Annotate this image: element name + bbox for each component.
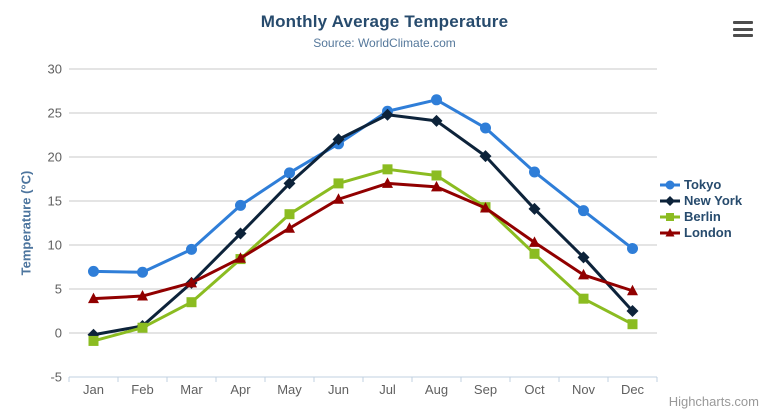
data-point[interactable]	[431, 170, 442, 181]
x-tick-label: Dec	[621, 382, 645, 397]
data-point[interactable]	[284, 222, 295, 233]
data-point[interactable]	[529, 236, 540, 247]
circle-legend-marker-icon	[660, 180, 680, 190]
x-tick-label: Jan	[83, 382, 104, 397]
y-tick-label: 20	[48, 150, 62, 165]
diamond-legend-marker-icon	[660, 196, 680, 206]
data-point[interactable]	[529, 166, 540, 178]
data-point[interactable]	[382, 164, 393, 175]
data-point[interactable]	[88, 335, 99, 346]
data-point[interactable]	[235, 199, 246, 211]
legend-item-berlin[interactable]: Berlin	[660, 209, 742, 225]
data-point[interactable]	[186, 276, 197, 288]
data-point[interactable]	[333, 178, 344, 189]
y-axis-title: Temperature (°C)	[18, 170, 34, 276]
data-point[interactable]	[626, 305, 639, 317]
data-point[interactable]	[577, 251, 590, 264]
series-line	[92, 181, 634, 301]
x-tick-label: Aug	[425, 382, 448, 397]
data-point[interactable]	[88, 265, 99, 277]
data-point[interactable]	[627, 284, 638, 296]
data-point[interactable]	[480, 202, 491, 213]
data-point[interactable]	[186, 297, 197, 308]
x-tick-label: Feb	[131, 382, 153, 397]
chart-subtitle: Source: WorldClimate.com	[313, 36, 456, 50]
x-tick-label: Apr	[230, 382, 251, 397]
square-legend-marker-icon	[660, 213, 680, 221]
data-point	[665, 196, 675, 206]
data-point[interactable]	[431, 180, 442, 192]
x-tick-label: Sep	[474, 382, 497, 397]
data-point[interactable]	[578, 293, 589, 304]
chart-title: Monthly Average Temperature	[260, 12, 509, 31]
data-point[interactable]	[430, 114, 443, 127]
data-point[interactable]	[284, 209, 295, 220]
data-point[interactable]	[578, 205, 589, 217]
data-point[interactable]	[234, 227, 247, 240]
legend-item-london[interactable]: London	[660, 225, 742, 241]
series-london	[88, 177, 638, 304]
data-point[interactable]	[627, 243, 638, 255]
triangle-legend-marker-icon	[660, 228, 680, 237]
data-point[interactable]	[480, 122, 491, 134]
data-point[interactable]	[137, 266, 148, 278]
y-tick-label: 0	[55, 326, 62, 341]
y-tick-label: 10	[48, 238, 62, 253]
series-line	[92, 113, 634, 337]
y-tick-label: 25	[48, 106, 62, 121]
data-point[interactable]	[578, 268, 589, 280]
y-tick-label: 15	[48, 194, 62, 209]
legend-label: New York	[684, 193, 743, 208]
y-tick-label: -5	[50, 370, 62, 385]
data-point[interactable]	[186, 243, 197, 255]
data-point	[666, 213, 674, 221]
data-point	[665, 180, 675, 190]
x-tick-label: Jun	[328, 382, 349, 397]
data-point	[665, 228, 675, 237]
series-line	[92, 167, 634, 343]
legend-label: Berlin	[684, 209, 721, 224]
series-new-york	[87, 108, 639, 341]
data-point[interactable]	[627, 319, 638, 330]
legend: Tokyo New York Berlin London	[660, 177, 742, 241]
data-point[interactable]	[283, 177, 296, 190]
x-tick-label: Mar	[180, 382, 203, 397]
data-point[interactable]	[88, 292, 99, 304]
legend-item-tokyo[interactable]: Tokyo	[660, 177, 742, 193]
data-point[interactable]	[284, 167, 295, 179]
data-point[interactable]	[431, 94, 442, 106]
data-point[interactable]	[382, 177, 393, 188]
x-tick-label: Nov	[572, 382, 596, 397]
x-tick-label: May	[277, 382, 302, 397]
data-point[interactable]	[332, 133, 345, 146]
chart-context-menu-button[interactable]	[733, 21, 753, 37]
series-tokyo	[88, 94, 638, 278]
data-point[interactable]	[479, 150, 492, 163]
credits-link[interactable]: Highcharts.com	[668, 394, 759, 409]
data-point[interactable]	[528, 202, 541, 215]
legend-item-new-york[interactable]: New York	[660, 193, 742, 209]
data-point[interactable]	[235, 252, 246, 263]
data-point[interactable]	[333, 193, 344, 204]
legend-label: London	[684, 225, 732, 240]
data-point[interactable]	[381, 108, 394, 121]
x-tick-label: Jul	[379, 382, 396, 397]
x-tick-label: Oct	[524, 382, 545, 397]
data-point[interactable]	[529, 248, 540, 259]
data-point[interactable]	[137, 290, 148, 301]
data-point[interactable]	[137, 322, 148, 333]
y-tick-label: 30	[48, 62, 62, 77]
legend-label: Tokyo	[684, 177, 722, 192]
y-tick-label: 5	[55, 282, 62, 297]
